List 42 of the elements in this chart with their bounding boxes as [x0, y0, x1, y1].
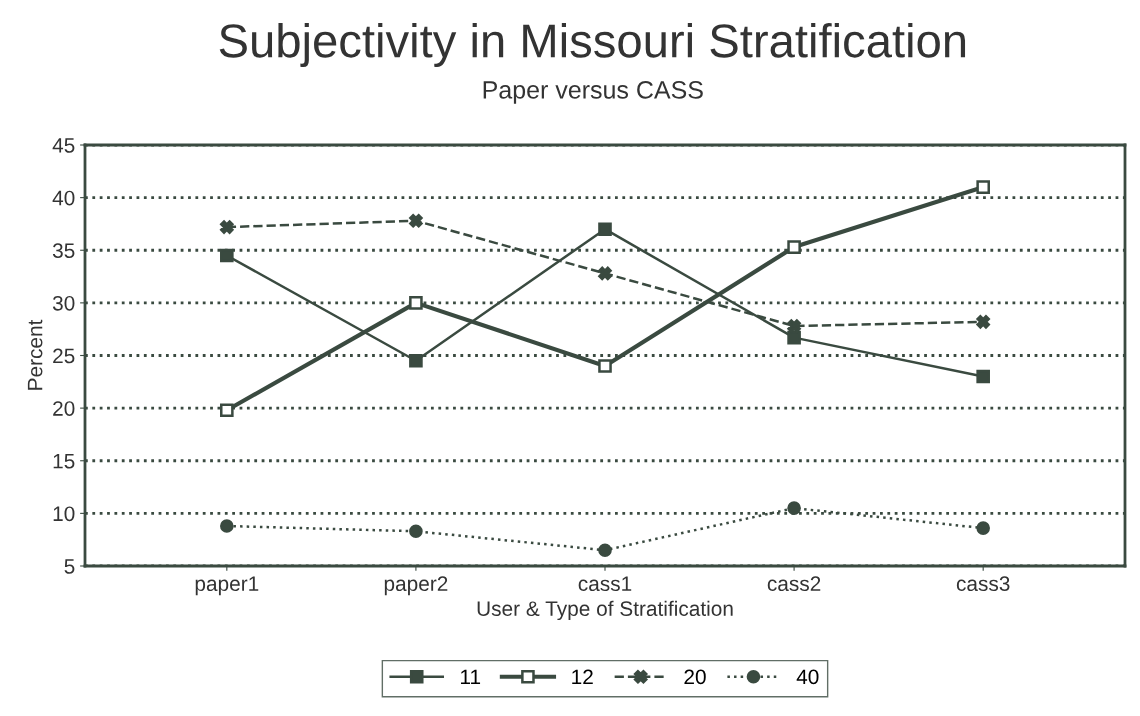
point	[409, 353, 423, 368]
point	[598, 266, 612, 281]
y-tick-label: 30	[52, 295, 75, 311]
y-tick-label: 35	[52, 243, 75, 258]
point	[409, 296, 423, 310]
point	[787, 319, 801, 333]
point	[598, 359, 612, 373]
x-tick-label: cass1	[578, 576, 632, 592]
y-tick-label: 25	[53, 348, 75, 364]
x-tick-label: cass3	[956, 576, 1010, 592]
point	[598, 543, 612, 558]
y-tick-label: 40	[52, 190, 75, 206]
y-tick-label: 5	[64, 559, 75, 574]
point	[976, 369, 990, 384]
y-axis-title: Percent	[27, 319, 43, 390]
legend-label: 20	[684, 669, 706, 685]
legend-label: 40	[796, 669, 819, 685]
legend-label: 11	[461, 669, 481, 685]
chart-title: Subjectivity in Missouri Stratification	[219, 22, 966, 68]
point	[976, 315, 990, 329]
y-tick-label: 10	[53, 506, 75, 522]
point	[976, 521, 990, 535]
point	[976, 180, 990, 194]
point	[220, 403, 234, 418]
chart-subtitle: Paper versus CASS	[483, 81, 703, 104]
y-tick-label: 45	[52, 138, 75, 153]
legend-label: 12	[572, 669, 593, 685]
x-axis-title: User & Type of Stratification	[477, 600, 733, 621]
point	[220, 519, 234, 533]
point	[220, 248, 234, 263]
point	[787, 330, 801, 345]
x-tick-label: paper2	[384, 576, 448, 596]
x-tick-label: cass2	[767, 576, 821, 592]
point	[787, 501, 801, 515]
x-tick-label: paper1	[195, 576, 259, 596]
point	[409, 524, 423, 539]
point	[787, 240, 801, 254]
point	[220, 220, 234, 234]
y-tick-label: 20	[53, 401, 75, 416]
y-tick-label: 15	[53, 453, 75, 469]
point	[409, 213, 423, 228]
point	[598, 222, 612, 237]
